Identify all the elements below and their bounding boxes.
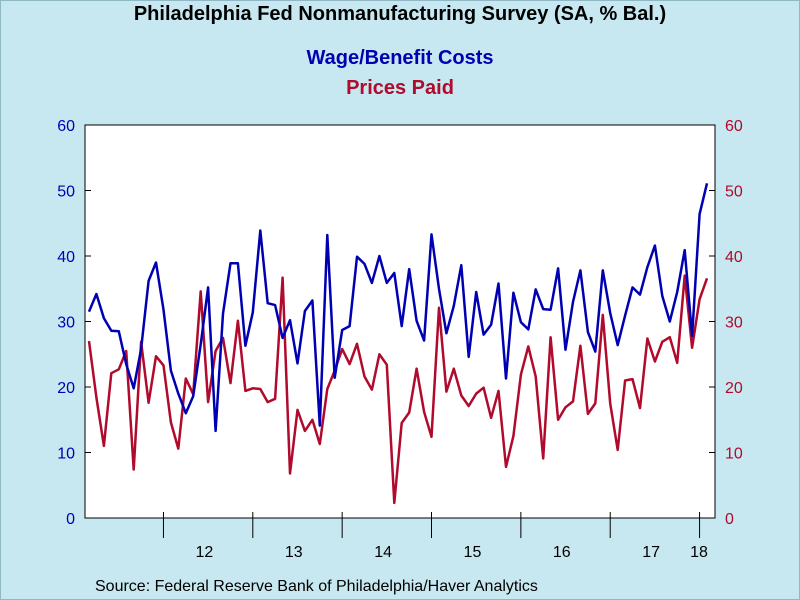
right-tick-label: 60 xyxy=(725,118,743,135)
x-tick-label: 15 xyxy=(464,544,482,561)
legend-wage-benefit: Wage/Benefit Costs xyxy=(306,47,494,69)
right-tick-label: 0 xyxy=(725,511,734,528)
right-tick-label: 10 xyxy=(725,446,743,463)
x-tick-label: 14 xyxy=(374,544,392,561)
right-tick-label: 40 xyxy=(725,249,743,266)
left-tick-label: 10 xyxy=(57,446,75,463)
right-tick-label: 50 xyxy=(725,184,743,201)
left-tick-label: 50 xyxy=(57,184,75,201)
x-tick-label: 16 xyxy=(553,544,571,561)
legend-prices-paid: Prices Paid xyxy=(346,77,454,99)
left-tick-label: 60 xyxy=(57,118,75,135)
left-tick-label: 30 xyxy=(57,315,75,332)
x-tick-label: 12 xyxy=(196,544,214,561)
left-tick-label: 40 xyxy=(57,249,75,266)
series-line-wage-benefit-costs xyxy=(87,183,709,433)
right-tick-label: 20 xyxy=(725,380,743,397)
x-tick-label: 18 xyxy=(690,544,708,561)
left-tick-label: 0 xyxy=(66,511,75,528)
x-tick-label: 13 xyxy=(285,544,303,561)
source-note: Source: Federal Reserve Bank of Philadel… xyxy=(95,578,538,595)
right-tick-label: 30 xyxy=(725,315,743,332)
left-tick-label: 20 xyxy=(57,380,75,397)
x-tick-label: 17 xyxy=(642,544,660,561)
chart-title: Philadelphia Fed Nonmanufacturing Survey… xyxy=(133,3,667,25)
series-line-prices-paid xyxy=(87,274,709,505)
